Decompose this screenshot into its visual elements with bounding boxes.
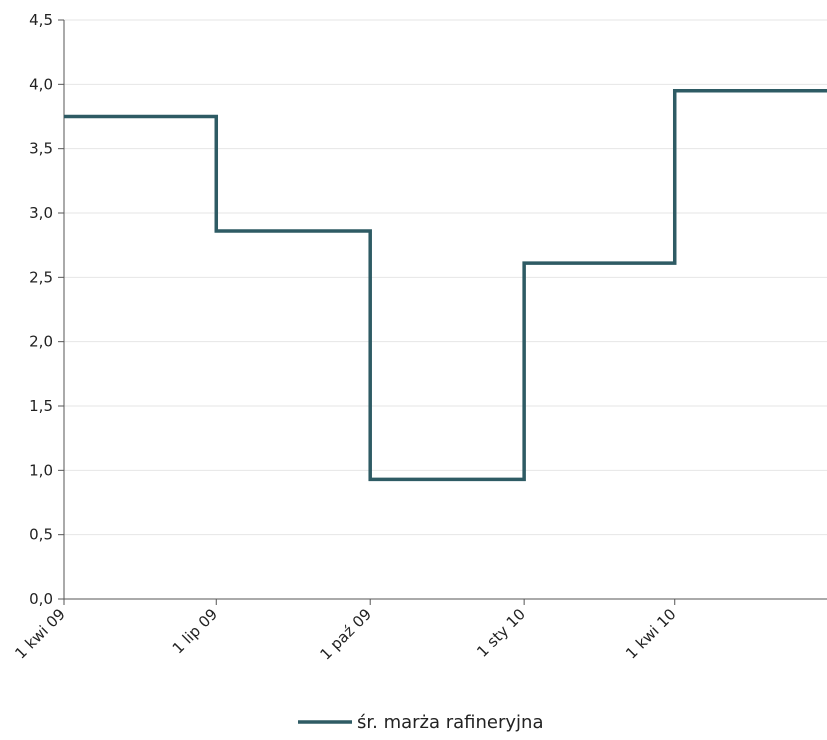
y-tick-label: 1,5 <box>29 397 53 415</box>
x-tick-label: 1 kwi 10 <box>622 605 679 662</box>
x-tick-label: 1 paź 09 <box>317 605 376 664</box>
legend-label: śr. marża rafineryjna <box>357 712 543 733</box>
x-tick-label: 1 lip 09 <box>169 605 221 657</box>
y-tick-label: 4,0 <box>29 75 53 93</box>
x-tick-label: 1 sty 10 <box>473 605 529 661</box>
axes: 0,0 0,5 1,0 1,5 2,0 2,5 3,0 3,5 4,0 4,5 1 kwi 09 1 … <box>11 11 827 664</box>
legend: śr. marża rafineryjna <box>298 712 543 733</box>
gridlines <box>64 20 827 535</box>
x-tick-label: 1 kwi 09 <box>11 605 68 662</box>
y-tick-label: 2,5 <box>29 268 53 286</box>
y-tick-label: 2,0 <box>29 333 53 351</box>
y-tick-label: 3,5 <box>29 140 53 158</box>
y-tick-label: 3,0 <box>29 204 53 222</box>
y-tick-label: 4,5 <box>29 11 53 29</box>
y-tick-label: 0,0 <box>29 590 53 608</box>
y-tick-label: 0,5 <box>29 526 53 544</box>
y-tick-label: 1,0 <box>29 461 53 479</box>
